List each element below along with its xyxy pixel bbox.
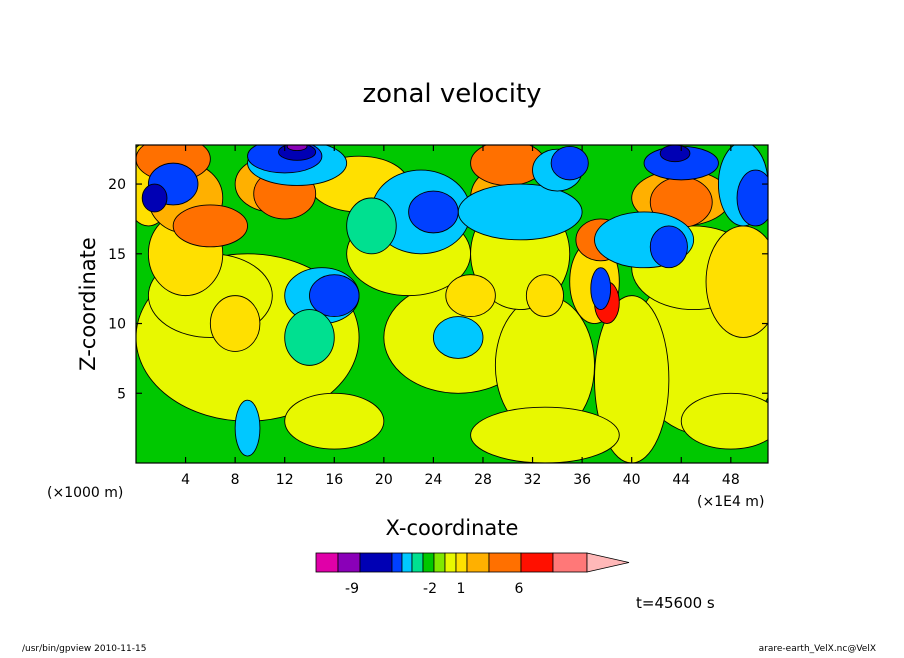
field-contour <box>470 406 620 463</box>
colorbar-label: -9 <box>345 581 359 597</box>
field-contour <box>550 145 589 181</box>
field-contour <box>680 392 768 450</box>
field-contour <box>284 309 335 366</box>
field-contour <box>408 190 459 234</box>
colorbar-segment <box>315 552 339 573</box>
footer-left: /usr/bin/gpview 2010-11-15 <box>22 644 146 654</box>
colorbar-segment <box>552 552 588 573</box>
field-contour <box>659 145 691 163</box>
field-contour <box>141 183 168 213</box>
chart-title: zonal velocity <box>362 79 541 109</box>
x-tick-label: 4 <box>181 472 190 488</box>
velocity-field <box>136 145 768 463</box>
colorbar-segment <box>337 552 361 573</box>
field-contour <box>278 145 317 161</box>
colorbar-segment <box>433 552 446 573</box>
x-axis-label: X-coordinate <box>386 516 519 540</box>
x-tick-label: 24 <box>424 472 442 488</box>
x-tick-label: 40 <box>623 472 641 488</box>
colorbar-extension <box>586 552 630 573</box>
field-contour <box>309 274 360 318</box>
field-contour <box>286 145 308 152</box>
field-contour <box>234 399 261 457</box>
y-axis-label: Z-coordinate <box>76 237 100 371</box>
colorbar-label: 1 <box>457 581 466 597</box>
colorbar-segment <box>422 552 435 573</box>
x-unit-left: (×1000 m) <box>47 485 123 501</box>
x-tick-label: 12 <box>276 472 294 488</box>
x-tick-label: 20 <box>375 472 393 488</box>
colorbar <box>315 552 630 573</box>
plot-area <box>136 145 768 463</box>
colorbar-segment <box>488 552 522 573</box>
colorbar-segment <box>520 552 554 573</box>
field-contour <box>525 274 564 318</box>
field-contour <box>705 225 768 338</box>
field-contour <box>432 316 484 359</box>
colorbar-labels: -9 -2 1 6 <box>345 581 524 597</box>
field-contour <box>445 274 496 318</box>
field-contour <box>590 267 612 311</box>
colorbar-segment <box>391 552 403 573</box>
footer-right: arare-earth_VelX.nc@VelX <box>759 644 876 654</box>
field-contour <box>736 169 768 227</box>
time-label: t=45600 s <box>636 594 715 612</box>
y-tick-label: 20 <box>108 177 126 193</box>
field-contour <box>649 225 688 269</box>
y-axis: 5 10 15 20 <box>108 177 768 402</box>
colorbar-label: -2 <box>423 581 437 597</box>
colorbar-label: 6 <box>515 581 524 597</box>
x-tick-label: 36 <box>573 472 591 488</box>
field-contour <box>346 197 397 255</box>
y-tick-label: 5 <box>117 386 126 402</box>
field-contour <box>209 295 261 352</box>
colorbar-segment <box>359 552 393 573</box>
y-tick-label: 10 <box>108 317 126 333</box>
x-axis: 4 8 12 16 20 24 28 32 36 40 44 48 <box>181 145 740 488</box>
plot-frame <box>135 144 769 464</box>
x-tick-label: 28 <box>474 472 492 488</box>
x-tick-label: 8 <box>231 472 240 488</box>
x-tick-label: 48 <box>722 472 740 488</box>
colorbar-segment <box>444 552 457 573</box>
field-contour <box>284 392 385 450</box>
field-contour <box>457 183 583 241</box>
colorbar-segment <box>411 552 424 573</box>
colorbar-segment <box>466 552 490 573</box>
y-tick-label: 15 <box>108 247 126 263</box>
x-tick-label: 16 <box>325 472 343 488</box>
field-contour <box>594 295 670 463</box>
x-tick-label: 32 <box>524 472 542 488</box>
field-contour <box>172 204 248 248</box>
x-unit-right: (×1E4 m) <box>697 494 764 510</box>
colorbar-segment <box>455 552 468 573</box>
x-tick-label: 44 <box>672 472 690 488</box>
colorbar-segment <box>401 552 413 573</box>
